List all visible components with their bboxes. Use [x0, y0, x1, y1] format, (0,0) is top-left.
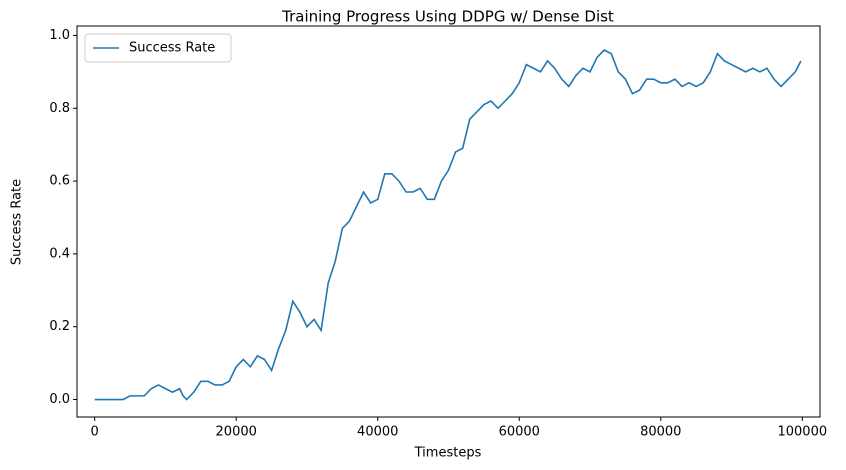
x-tick-label: 80000: [640, 425, 681, 440]
x-tick-label: 100000: [777, 425, 827, 440]
x-axis-label: Timesteps: [414, 446, 482, 461]
legend-box: [84, 33, 232, 63]
y-tick-label: 0.6: [49, 174, 70, 189]
legend-label: Success Rate: [129, 41, 215, 56]
y-axis-label: Success Rate: [10, 179, 25, 265]
y-tick-label: 1.0: [49, 28, 70, 43]
y-tick-label: 0.0: [49, 392, 70, 407]
y-tick-label: 0.2: [49, 319, 70, 334]
line: [94, 49, 802, 401]
x-tick-label: 40000: [357, 425, 398, 440]
x-tick-label: 60000: [499, 425, 540, 440]
y-tick-label: 0.4: [49, 246, 70, 261]
axes-frame: [76, 25, 821, 418]
y-tick-label: 0.8: [49, 101, 70, 116]
x-tick-label: 0: [91, 425, 99, 440]
x-tick-label: 20000: [216, 425, 257, 440]
chart-title: Training Progress Using DDPG w/ Dense Di…: [281, 8, 614, 26]
